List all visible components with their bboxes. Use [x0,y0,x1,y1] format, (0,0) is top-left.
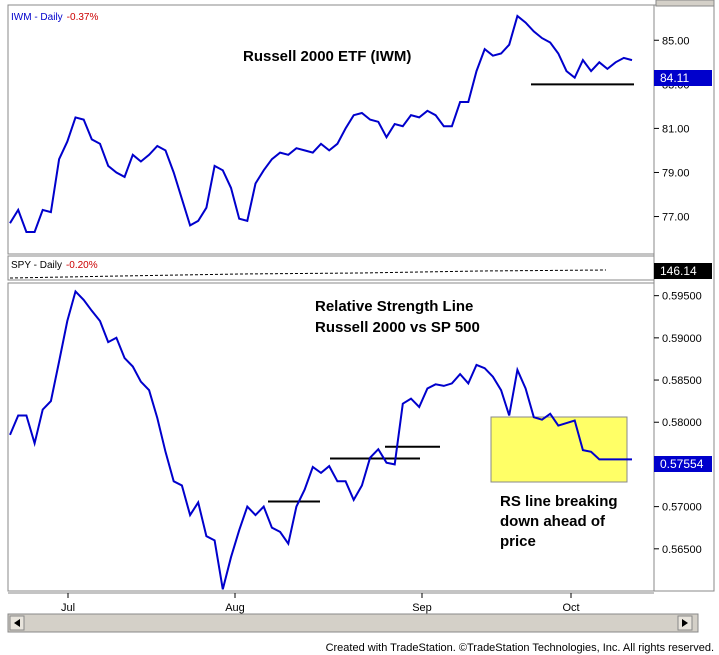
iwm-last-value-flag [654,70,712,86]
scroll-right-arrow-icon [682,619,688,627]
iwm-pane-label: IWM - Daily -0.37% [11,12,98,23]
iwm-ytick-label: 85.00 [662,35,690,47]
time-scrollbar[interactable] [7,613,699,633]
rs-ytick-label: 0.58000 [662,417,702,429]
iwm-pane [7,4,655,255]
x-tick-label: Aug [225,602,245,614]
rs-ytick-label: 0.58500 [662,375,702,387]
scroll-left-arrow-icon [14,619,20,627]
box-note-line-1: RS line breaking [500,493,618,510]
rs-ytick-label: 0.59000 [662,333,702,345]
iwm-last-value: 84.11 [660,71,689,85]
footer-credit: Created with TradeStation. ©TradeStation… [326,642,714,654]
iwm-price-series [9,14,633,233]
iwm-ytick-label: 77.00 [662,212,690,224]
iwm-ytick-label: 81.00 [662,123,690,135]
box-note-line-3: price [500,533,536,550]
rs-last-value: 0.57554 [660,457,704,471]
rs-annotation-line-1: Relative Strength Line [315,298,473,315]
spy-series [9,269,607,279]
rs-line-series [9,289,632,590]
rs-last-value-flag [654,456,712,472]
rs-ytick-label: 0.59500 [662,291,702,303]
x-tick-label: Oct [562,602,579,614]
spy-pane [7,255,655,281]
iwm-ytick-label: 79.00 [662,167,690,179]
breakdown-highlight-box [490,416,628,483]
iwm-annotation: Russell 2000 ETF (IWM) [243,48,411,65]
spy-last-value: 146.14 [660,264,697,278]
rs-ytick-label: 0.57000 [662,502,702,514]
rs-annotation-line-2: Russell 2000 vs SP 500 [315,319,480,336]
spy-pane-label: SPY - Daily -0.20% [11,260,98,271]
box-note-line-2: down ahead of [500,513,606,530]
price-axis [653,4,715,592]
x-tick-label: Sep [412,602,432,614]
window-control-strip[interactable] [655,0,715,7]
rs-ytick-label: 0.56500 [662,544,702,556]
x-tick-label: Jul [61,602,75,614]
spy-last-value-flag [654,263,712,279]
